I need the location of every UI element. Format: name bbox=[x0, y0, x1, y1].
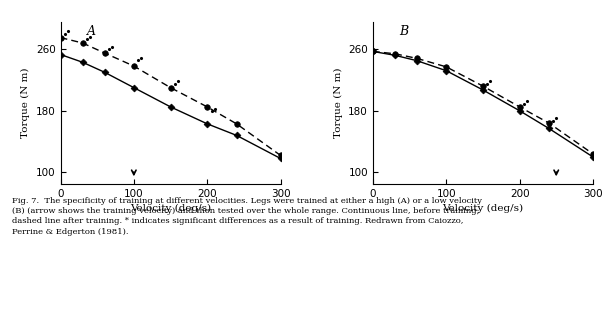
X-axis label: Velocity (deg/s): Velocity (deg/s) bbox=[442, 204, 523, 213]
Y-axis label: Torque (N m): Torque (N m) bbox=[333, 68, 343, 138]
Text: Fig. 7.  The specificity of training at different velocities. Legs were trained : Fig. 7. The specificity of training at d… bbox=[12, 197, 482, 236]
Y-axis label: Torque (N m): Torque (N m) bbox=[21, 68, 30, 138]
Text: A: A bbox=[87, 25, 96, 38]
Text: B: B bbox=[399, 25, 408, 38]
X-axis label: Velocity (deg/s): Velocity (deg/s) bbox=[130, 204, 211, 213]
